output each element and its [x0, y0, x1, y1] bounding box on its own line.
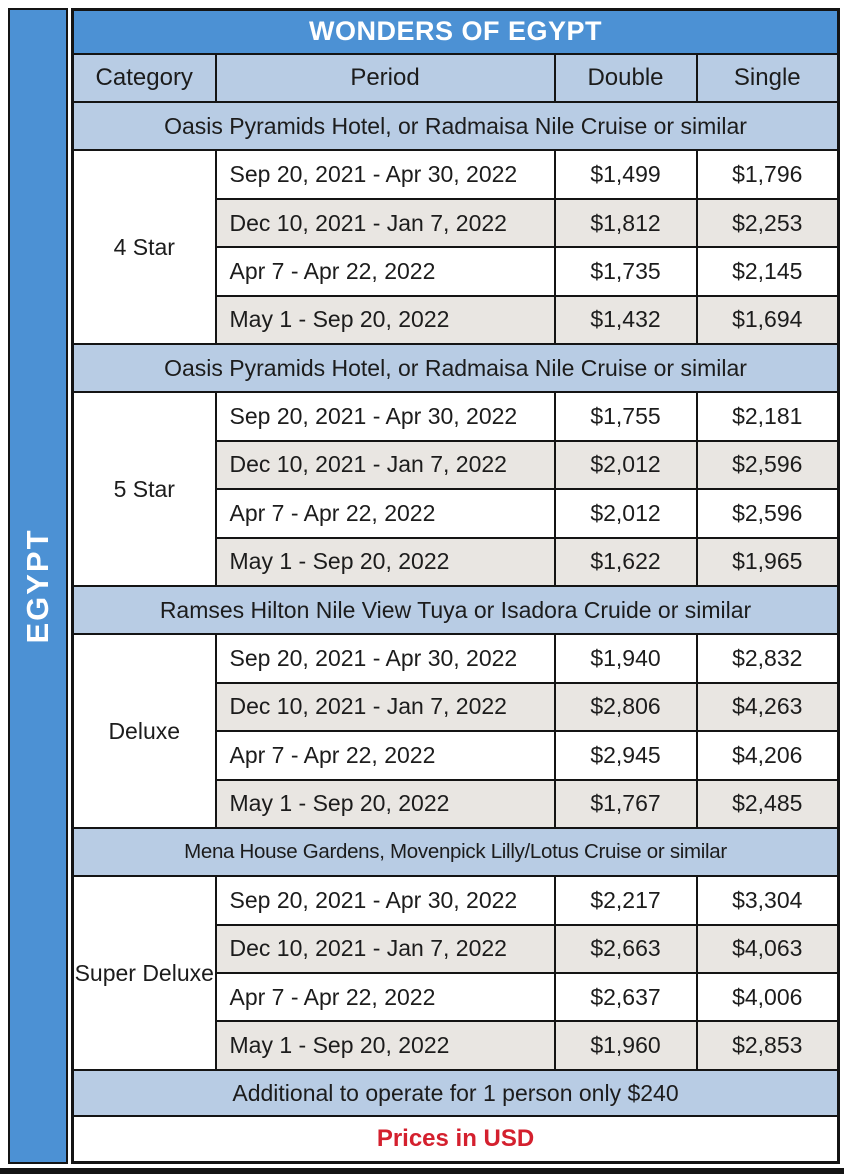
- period-cell: Apr 7 - Apr 22, 2022: [214, 730, 556, 781]
- section-hotels-row: Ramses Hilton Nile View Tuya or Isadora …: [71, 584, 840, 636]
- section-hotels-row: Oasis Pyramids Hotel, or Radmaisa Nile C…: [71, 343, 840, 394]
- section-hotels-label: Mena House Gardens, Movenpick Lilly/Lotu…: [71, 826, 840, 878]
- price-row: Dec 10, 2021 - Jan 7, 2022 $2,012 $2,596: [72, 439, 840, 491]
- period-cell: Sep 20, 2021 - Apr 30, 2022: [214, 149, 556, 200]
- single-cell: $4,263: [695, 681, 840, 733]
- price-row: 5 Star Sep 20, 2021 - Apr 30, 2022 $1,755 $…: [71, 391, 840, 587]
- period-cell: May 1 - Sep 20, 2022: [214, 536, 556, 587]
- double-cell: $1,735: [553, 246, 698, 297]
- egypt-side-banner: EGYPT: [8, 8, 68, 1164]
- category-cell: 5 Star: [71, 391, 217, 587]
- double-cell: $1,499: [553, 149, 698, 200]
- column-header-single: Single: [695, 52, 840, 104]
- price-table-wrap: WONDERS OF EGYPT Category Period Double …: [71, 8, 841, 1164]
- double-cell: $1,767: [553, 778, 698, 829]
- price-row: May 1 - Sep 20, 2022 $1,767 $2,485: [72, 778, 840, 829]
- section-hotels-label: Ramses Hilton Nile View Tuya or Isadora …: [71, 584, 840, 636]
- single-cell: $2,596: [695, 488, 840, 539]
- period-cell: Sep 20, 2021 - Apr 30, 2022: [214, 391, 556, 442]
- column-header-double: Double: [553, 52, 698, 104]
- price-row: Apr 7 - Apr 22, 2022 $1,735 $2,145: [72, 246, 840, 297]
- double-cell: $2,637: [553, 972, 698, 1023]
- column-header-category: Category: [71, 52, 217, 104]
- double-cell: $1,940: [553, 633, 698, 684]
- single-cell: $2,485: [695, 778, 840, 829]
- double-cell: $1,622: [553, 536, 698, 587]
- single-cell: $4,063: [695, 923, 840, 975]
- single-cell: $2,253: [695, 197, 840, 249]
- period-cell: Dec 10, 2021 - Jan 7, 2022: [214, 439, 556, 491]
- single-cell: $2,181: [695, 391, 840, 442]
- table-title: WONDERS OF EGYPT: [71, 8, 840, 55]
- additional-note-row: Additional to operate for 1 person only …: [71, 1068, 840, 1118]
- single-cell: $2,853: [695, 1020, 840, 1071]
- bottom-border-line: [0, 1168, 844, 1174]
- period-cell: May 1 - Sep 20, 2022: [214, 1020, 556, 1071]
- category-cell: 4 Star: [71, 149, 217, 346]
- double-cell: $2,945: [553, 730, 698, 781]
- price-row: Dec 10, 2021 - Jan 7, 2022 $1,812 $2,253: [72, 197, 840, 249]
- single-cell: $3,304: [695, 875, 840, 926]
- period-cell: Dec 10, 2021 - Jan 7, 2022: [214, 681, 556, 733]
- table-title-row: WONDERS OF EGYPT: [71, 8, 840, 55]
- double-cell: $2,663: [553, 923, 698, 975]
- column-header-row: Category Period Double Single: [71, 52, 840, 104]
- double-cell: $1,812: [553, 197, 698, 249]
- period-cell: May 1 - Sep 20, 2022: [214, 778, 556, 829]
- double-cell: $2,012: [553, 488, 698, 539]
- single-cell: $2,145: [695, 246, 840, 297]
- period-cell: Dec 10, 2021 - Jan 7, 2022: [214, 197, 556, 249]
- period-cell: Apr 7 - Apr 22, 2022: [214, 488, 556, 539]
- period-cell: Dec 10, 2021 - Jan 7, 2022: [214, 923, 556, 975]
- currency-note: Prices in USD: [71, 1115, 840, 1164]
- double-cell: $1,432: [553, 294, 698, 346]
- double-cell: $1,755: [553, 391, 698, 442]
- single-cell: $4,006: [695, 972, 840, 1023]
- price-row: Super Deluxe Sep 20, 2021 - Apr 30, 2022 $…: [71, 875, 840, 1071]
- category-cell: Deluxe: [71, 633, 217, 829]
- single-cell: $1,965: [695, 536, 840, 587]
- column-header-period: Period: [214, 52, 556, 104]
- additional-note: Additional to operate for 1 person only …: [71, 1068, 840, 1118]
- price-row: Deluxe Sep 20, 2021 - Apr 30, 2022 $1,940 $…: [71, 633, 840, 829]
- single-cell: $1,796: [695, 149, 840, 200]
- double-cell: $2,217: [553, 875, 698, 926]
- section-hotels-row: Mena House Gardens, Movenpick Lilly/Lotu…: [71, 826, 840, 878]
- section-hotels-label: Oasis Pyramids Hotel, or Radmaisa Nile C…: [71, 101, 840, 152]
- price-table: WONDERS OF EGYPT Category Period Double …: [71, 8, 841, 1164]
- single-cell: $2,596: [695, 439, 840, 491]
- single-cell: $2,832: [695, 633, 840, 684]
- price-row: May 1 - Sep 20, 2022 $1,960 $2,853: [72, 1020, 840, 1071]
- period-cell: Apr 7 - Apr 22, 2022: [214, 972, 556, 1023]
- double-cell: $2,806: [553, 681, 698, 733]
- single-cell: $1,694: [695, 294, 840, 346]
- double-cell: $2,012: [553, 439, 698, 491]
- price-row: 4 Star Sep 20, 2021 - Apr 30, 2022 $1,499 $…: [71, 149, 840, 346]
- currency-note-row: Prices in USD: [71, 1115, 840, 1164]
- section-hotels-row: Oasis Pyramids Hotel, or Radmaisa Nile C…: [71, 101, 840, 152]
- period-cell: May 1 - Sep 20, 2022: [214, 294, 556, 346]
- period-cell: Sep 20, 2021 - Apr 30, 2022: [214, 633, 556, 684]
- period-cell: Apr 7 - Apr 22, 2022: [214, 246, 556, 297]
- category-cell: Super Deluxe: [71, 875, 217, 1071]
- double-cell: $1,960: [553, 1020, 698, 1071]
- section-hotels-label: Oasis Pyramids Hotel, or Radmaisa Nile C…: [71, 343, 840, 394]
- egypt-vertical-label: EGYPT: [20, 528, 55, 644]
- period-cell: Sep 20, 2021 - Apr 30, 2022: [214, 875, 556, 926]
- single-cell: $4,206: [695, 730, 840, 781]
- price-row: May 1 - Sep 20, 2022 $1,622 $1,965: [72, 536, 840, 587]
